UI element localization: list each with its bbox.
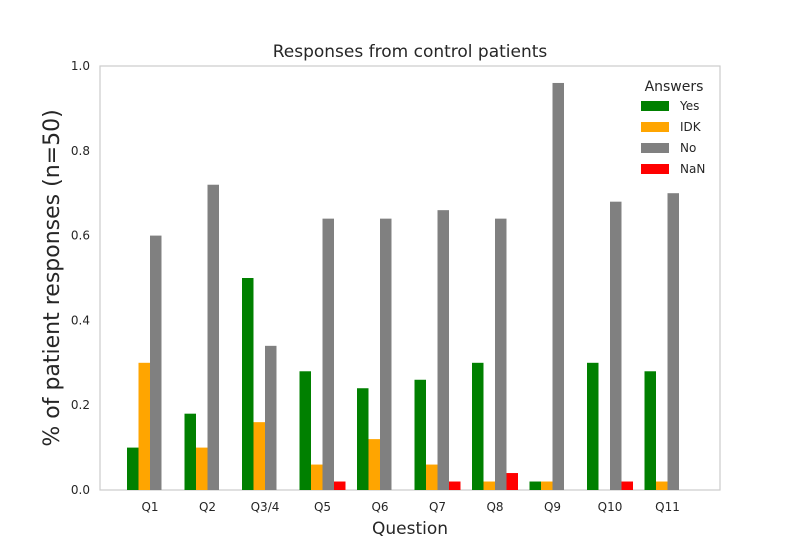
bar-idk-q9 bbox=[541, 481, 553, 490]
x-tick-label: Q10 bbox=[598, 500, 623, 514]
x-tick-label: Q6 bbox=[371, 500, 388, 514]
x-tick-label: Q1 bbox=[141, 500, 158, 514]
bar-no-q11 bbox=[667, 193, 679, 490]
bar-idk-q6 bbox=[368, 439, 380, 490]
bar-nan-q7 bbox=[449, 481, 461, 490]
legend-swatch-yes bbox=[641, 101, 669, 111]
y-tick-label: 0.8 bbox=[71, 144, 90, 158]
bar-yes-q11 bbox=[644, 371, 656, 490]
x-tick-label: Q3/4 bbox=[251, 500, 280, 514]
bar-no-q9 bbox=[552, 82, 564, 491]
y-tick-label: 0.2 bbox=[71, 398, 90, 412]
bar-yes-q9 bbox=[529, 481, 541, 490]
bar-no-q8 bbox=[495, 218, 507, 490]
bar-no-q34 bbox=[265, 345, 277, 490]
legend-swatch-nan bbox=[641, 164, 669, 174]
bar-idk-q2 bbox=[196, 447, 208, 490]
bar-no-q2 bbox=[207, 184, 219, 490]
bar-yes-q1 bbox=[127, 447, 139, 490]
bar-nan-q5 bbox=[334, 481, 346, 490]
y-tick-label: 0.0 bbox=[71, 483, 90, 497]
bar-idk-q5 bbox=[311, 464, 323, 490]
x-axis-ticks: Q1 Q2 Q3/4 Q5 Q6 Q7 Q8 Q9 Q10 Q11 bbox=[141, 500, 679, 514]
legend-label-nan: NaN bbox=[680, 162, 705, 176]
x-tick-label: Q5 bbox=[314, 500, 331, 514]
plot-frame bbox=[99, 65, 721, 491]
legend-label-idk: IDK bbox=[680, 120, 702, 134]
x-tick-label: Q9 bbox=[544, 500, 561, 514]
y-axis-ticks: 0.0 0.2 0.4 0.6 0.8 1.0 bbox=[71, 59, 90, 497]
chart-title: Responses from control patients bbox=[273, 42, 548, 62]
bar-no-q5 bbox=[322, 218, 334, 490]
x-tick-label: Q8 bbox=[486, 500, 503, 514]
legend-title: Answers bbox=[645, 79, 704, 95]
bar-no-q6 bbox=[380, 218, 392, 490]
bar-idk-q7 bbox=[426, 464, 438, 490]
bar-idk-q1 bbox=[138, 362, 150, 490]
bar-yes-q2 bbox=[184, 413, 196, 490]
y-tick-label: 0.4 bbox=[71, 313, 90, 327]
bar-nan-q10 bbox=[621, 481, 633, 490]
bars-group bbox=[127, 82, 679, 491]
bar-no-q10 bbox=[610, 201, 622, 490]
bar-idk-q11 bbox=[656, 481, 668, 490]
bar-no-q7 bbox=[437, 210, 449, 490]
bar-yes-q10 bbox=[587, 362, 599, 490]
bar-yes-q8 bbox=[472, 362, 484, 490]
legend-swatch-idk bbox=[641, 122, 669, 132]
x-axis-label: Question bbox=[372, 519, 448, 539]
y-axis-label: % of patient responses (n=50) bbox=[40, 109, 65, 446]
legend-label-no: No bbox=[680, 141, 696, 155]
legend-label-yes: Yes bbox=[679, 99, 699, 113]
bar-idk-q34 bbox=[253, 422, 265, 490]
x-tick-label: Q7 bbox=[429, 500, 446, 514]
bar-nan-q8 bbox=[506, 473, 518, 490]
bar-yes-q5 bbox=[299, 371, 311, 490]
legend-swatch-no bbox=[641, 143, 669, 153]
bar-yes-q6 bbox=[357, 388, 369, 490]
bar-idk-q8 bbox=[483, 481, 495, 490]
legend: Answers Yes IDK No NaN bbox=[641, 79, 705, 176]
bar-yes-q34 bbox=[242, 278, 254, 490]
bar-yes-q7 bbox=[414, 379, 426, 490]
y-tick-label: 1.0 bbox=[71, 59, 90, 73]
x-tick-label: Q11 bbox=[655, 500, 680, 514]
y-tick-label: 0.6 bbox=[71, 229, 90, 243]
x-tick-label: Q2 bbox=[199, 500, 216, 514]
bar-no-q1 bbox=[150, 235, 162, 490]
